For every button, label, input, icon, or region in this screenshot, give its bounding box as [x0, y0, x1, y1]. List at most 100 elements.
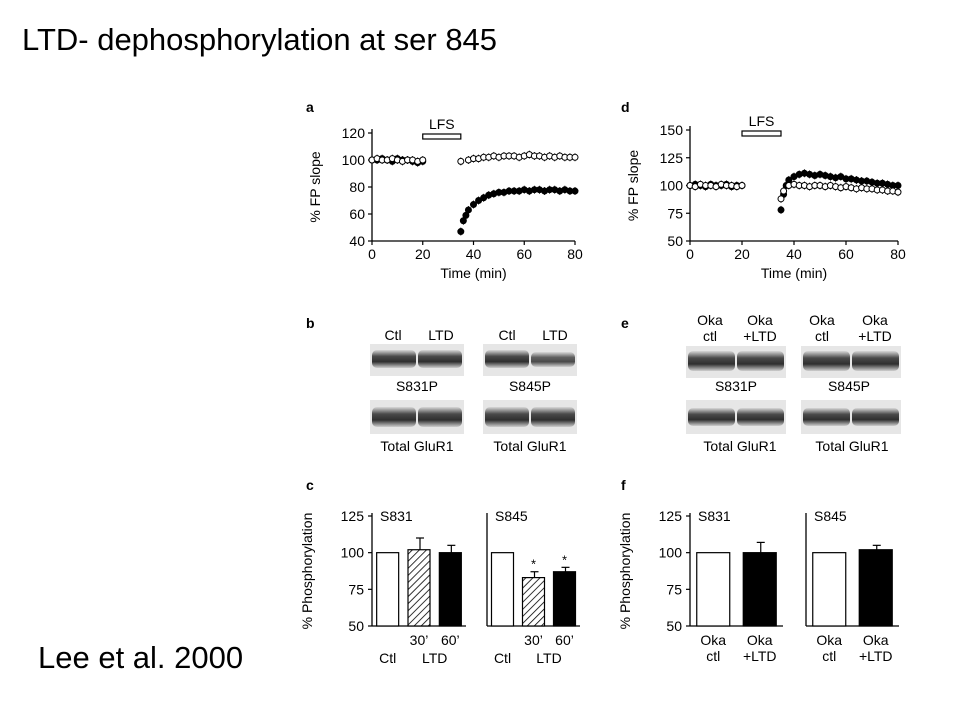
- lfs-label: LFS: [429, 116, 455, 132]
- blot-band: [372, 407, 416, 427]
- blot-label: Total GluR1: [380, 438, 453, 454]
- lane-label: +LTD: [858, 328, 892, 344]
- bar-label: Oka: [747, 632, 773, 648]
- x-tick-label: 80: [890, 246, 906, 262]
- bar-label: 30’: [524, 632, 543, 648]
- blot-label: Total GluR1: [703, 438, 776, 454]
- y-tick-label: 150: [660, 122, 684, 138]
- blot-band: [852, 408, 899, 426]
- data-point: [894, 182, 902, 189]
- y-tick-label: 75: [348, 581, 364, 597]
- blot-band: [688, 408, 735, 426]
- x-tick-label: 0: [368, 246, 376, 262]
- blot-band: [531, 407, 575, 427]
- lfs-label: LFS: [749, 113, 775, 129]
- bar: [407, 549, 431, 627]
- x-tick-label: 40: [786, 246, 802, 262]
- blot-band: [737, 408, 784, 426]
- blot-band: [688, 351, 735, 371]
- blot-panel-e: Oka ctl Oka +LTD S831P Total GluR1 Oka c…: [686, 312, 901, 454]
- bar-label: Ctl: [379, 650, 396, 666]
- y-axis-label: % FP slope: [625, 150, 641, 222]
- y-tick-label: 100: [342, 152, 366, 168]
- y-axis-label: % Phosphorylation: [617, 513, 633, 630]
- lane-label: LTD: [428, 327, 453, 343]
- bar-label: Oka: [863, 632, 889, 648]
- blot-band: [418, 407, 462, 427]
- data-point: [777, 206, 785, 214]
- group-title: S845: [814, 508, 847, 524]
- x-tick-label: 60: [516, 246, 532, 262]
- blot-band: [485, 350, 529, 368]
- blot-band: [803, 351, 850, 371]
- panel-letter-e: e: [621, 315, 629, 331]
- blot-panel-b: Ctl LTD S831P Total GluR1 Ctl LTD S845P …: [370, 327, 577, 454]
- chart-panel-a: 40 60 80 100 120 0 20 40 60 80 Time (min) % FP slop…: [307, 116, 583, 281]
- bar-label: LTD: [422, 650, 447, 666]
- blot-label: S845P: [828, 378, 870, 394]
- data-point: [894, 188, 902, 196]
- lane-label: Ctl: [498, 327, 515, 343]
- blot-band: [372, 350, 416, 368]
- group-title: S831: [380, 508, 413, 524]
- bar-label: +LTD: [743, 648, 777, 664]
- bar-label: Oka: [700, 632, 726, 648]
- data-point: [777, 195, 785, 203]
- y-tick-label: 125: [660, 150, 684, 166]
- blot-band: [531, 352, 575, 367]
- bar: [858, 549, 893, 627]
- blot-band: [418, 350, 462, 368]
- data-point: [457, 228, 465, 236]
- y-tick-label: 100: [341, 545, 365, 561]
- x-axis-label: Time (min): [761, 265, 827, 281]
- blot-label: Total GluR1: [815, 438, 888, 454]
- y-tick-label: 125: [341, 508, 365, 524]
- chart-panel-c: 50 75 100 125 % Phosphorylation S831 30’ 60’ Ctl…: [299, 508, 580, 666]
- y-tick-label: 50: [666, 618, 682, 634]
- y-tick-label: 100: [659, 545, 683, 561]
- bar: [376, 552, 400, 627]
- bar: [742, 552, 777, 627]
- panel-letter-f: f: [621, 477, 626, 493]
- significance-star: *: [531, 557, 536, 572]
- data-point: [470, 201, 477, 209]
- data-point: [780, 187, 788, 195]
- lane-label: Ctl: [384, 327, 401, 343]
- blot-label: S831P: [396, 378, 438, 394]
- bar: [490, 552, 515, 627]
- lane-label: LTD: [542, 327, 567, 343]
- lfs-bar: [741, 130, 782, 137]
- y-tick-label: 100: [660, 178, 684, 194]
- blot-band: [852, 351, 899, 371]
- data-point: [571, 187, 579, 195]
- y-tick-label: 50: [667, 233, 683, 249]
- x-tick-label: 60: [838, 246, 854, 262]
- lane-label: ctl: [703, 328, 717, 344]
- blot-label: Total GluR1: [493, 438, 566, 454]
- data-point: [738, 182, 746, 189]
- lane-label: +LTD: [743, 328, 777, 344]
- data-point: [457, 157, 465, 165]
- panel-letter-c: c: [306, 477, 314, 493]
- bar: [552, 571, 577, 627]
- bar-label: Oka: [816, 632, 842, 648]
- blot-band: [737, 351, 784, 371]
- y-tick-label: 75: [667, 205, 683, 221]
- y-tick-label: 60: [349, 206, 365, 222]
- panel-letter-a: a: [306, 99, 314, 115]
- bar-label: 30’: [410, 632, 429, 648]
- y-tick-label: 50: [348, 618, 364, 634]
- bar-label: 60’: [555, 632, 574, 648]
- blot-label: S831P: [715, 378, 757, 394]
- lane-label: Oka: [747, 312, 773, 328]
- x-tick-label: 80: [567, 246, 583, 262]
- bar: [438, 552, 462, 627]
- blot-band: [803, 408, 850, 426]
- group-title: S831: [698, 508, 731, 524]
- bar: [812, 552, 847, 627]
- y-tick-label: 120: [342, 125, 366, 141]
- bar: [521, 576, 546, 627]
- panel-letter-d: d: [621, 99, 630, 115]
- x-tick-label: 0: [686, 246, 694, 262]
- y-tick-label: 75: [666, 581, 682, 597]
